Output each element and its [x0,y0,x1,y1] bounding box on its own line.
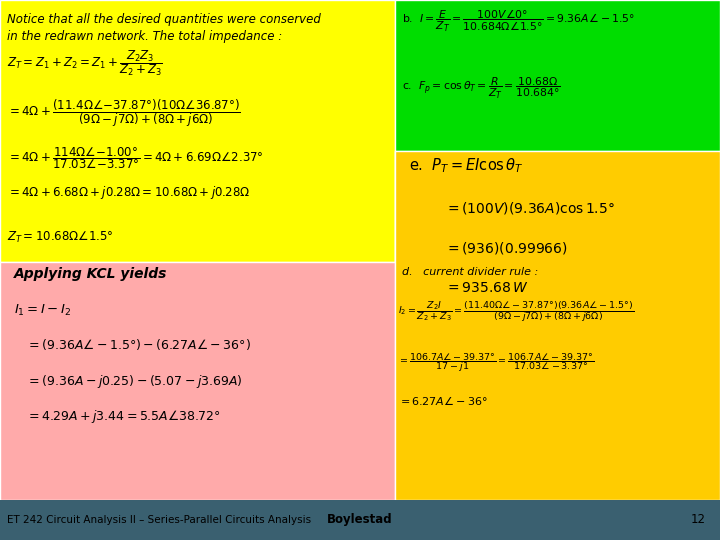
Text: e.  $P_T = EI\cos\theta_T$: e. $P_T = EI\cos\theta_T$ [409,157,523,176]
Text: $= \dfrac{106.7A\angle -39.37°}{17 - j1} = \dfrac{106.7A\angle -39.37°}{17.03\an: $= \dfrac{106.7A\angle -39.37°}{17 - j1}… [398,351,595,374]
Text: $I_2 = \dfrac{Z_2 I}{Z_2 + Z_3} = \dfrac{(11.40\Omega\angle -37.87°)(9.36A\angle: $I_2 = \dfrac{Z_2 I}{Z_2 + Z_3} = \dfrac… [398,300,634,324]
Text: 12: 12 [690,513,706,526]
Bar [0,0,395,262]
Bar [0,500,720,540]
Text: $\quad = (9.36A\angle -1.5°) - (6.27A\angle -36°)$: $\quad = (9.36A\angle -1.5°) - (6.27A\an… [14,338,251,353]
Text: Applying KCL yields: Applying KCL yields [14,267,168,281]
Text: $= 4\Omega + \dfrac{114\Omega\angle{-1.00°}}{17.03\angle{-3.37°}} = 4\Omega + 6.: $= 4\Omega + \dfrac{114\Omega\angle{-1.0… [7,146,264,172]
Text: $= 4\Omega + 6.68\Omega + j0.28\Omega = 10.68\Omega + j0.28\Omega$: $= 4\Omega + 6.68\Omega + j0.28\Omega = … [7,184,251,200]
Text: $Z_T = Z_1 + Z_2 = Z_1 + \dfrac{Z_2 Z_3}{Z_2 + Z_3}$: $Z_T = Z_1 + Z_2 = Z_1 + \dfrac{Z_2 Z_3}… [7,49,163,78]
Bar [395,0,720,262]
Text: in the redrawn network. The total impedance :: in the redrawn network. The total impeda… [7,30,282,43]
Text: $I_1 = I - I_2$: $I_1 = I - I_2$ [14,302,72,318]
Text: c.  $F_p = \cos\theta_T = \dfrac{R}{Z_T} = \dfrac{10.68\Omega}{10.684°}$: c. $F_p = \cos\theta_T = \dfrac{R}{Z_T} … [402,76,560,101]
Text: $\quad = (100V)(9.36A)\cos 1.5°$: $\quad = (100V)(9.36A)\cos 1.5°$ [431,200,614,216]
Text: ET 242 Circuit Analysis II – Series-Parallel Circuits Analysis: ET 242 Circuit Analysis II – Series-Para… [7,515,311,525]
Bar [395,151,720,500]
Text: $\quad = (9.36A - j0.25) - (5.07 - j3.69A)$: $\quad = (9.36A - j0.25) - (5.07 - j3.69… [14,373,243,389]
Text: Notice that all the desired quantities were conserved: Notice that all the desired quantities w… [7,14,321,26]
Text: $\quad = (936)(0.99966)$: $\quad = (936)(0.99966)$ [431,240,567,256]
Text: d.   current divider rule :: d. current divider rule : [402,267,538,278]
Text: $\quad = 935.68\,W$: $\quad = 935.68\,W$ [431,281,528,295]
Text: Boylestad: Boylestad [327,513,393,526]
Text: $Z_T = 10.68\Omega\angle{1.5°}$: $Z_T = 10.68\Omega\angle{1.5°}$ [7,230,114,245]
Bar [0,262,395,500]
Bar [395,151,720,262]
Text: $= 6.27A\angle -36°$: $= 6.27A\angle -36°$ [398,394,488,407]
Text: $= 4\Omega + \dfrac{(11.4\Omega\angle{-37.87°})(10\Omega\angle{36.87°})}{(9\Omeg: $= 4\Omega + \dfrac{(11.4\Omega\angle{-3… [7,97,241,129]
Text: b.  $I = \dfrac{E}{Z_T} = \dfrac{100V\angle 0°}{10.684\Omega\angle 1.5°} = 9.36A: b. $I = \dfrac{E}{Z_T} = \dfrac{100V\ang… [402,8,634,34]
Text: $\quad = 4.29A + j3.44 = 5.5A\angle 38.72°$: $\quad = 4.29A + j3.44 = 5.5A\angle 38.7… [14,408,221,424]
